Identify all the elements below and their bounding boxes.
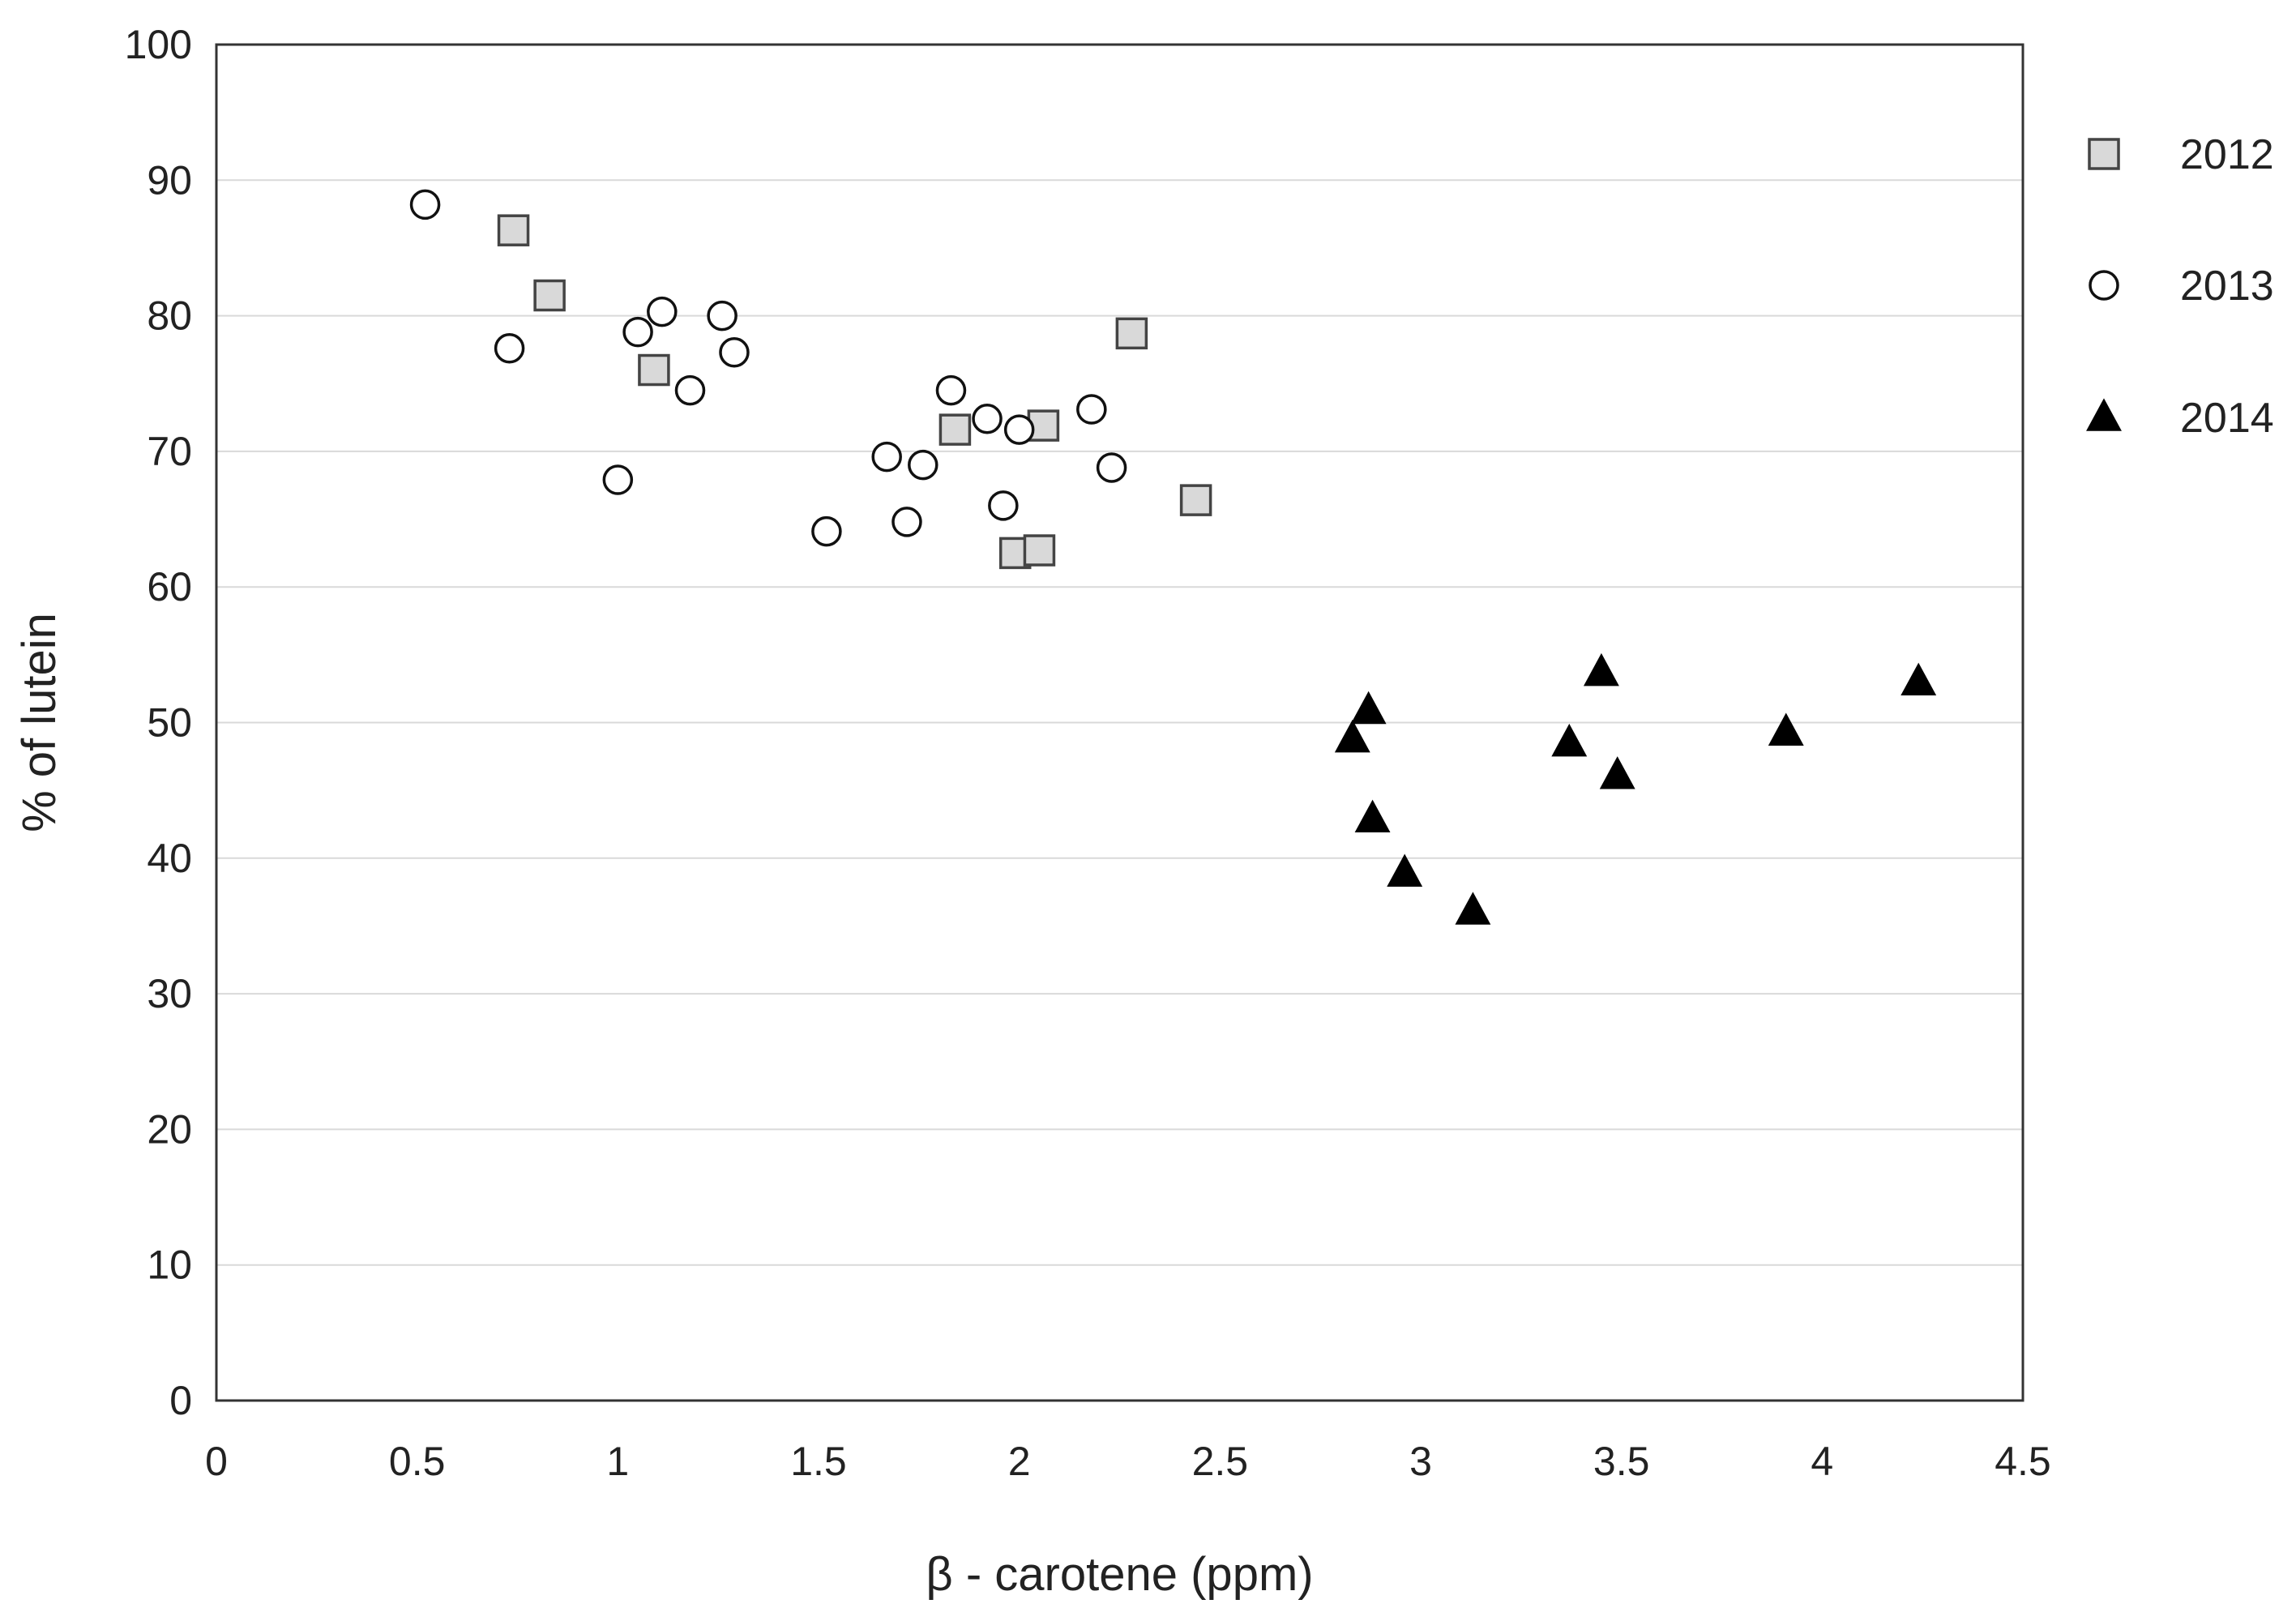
x-tick-label: 0 [205,1439,228,1484]
point-2014 [1350,691,1387,725]
point-2013 [1076,394,1107,425]
legend-marker-2012 [2088,138,2120,170]
x-tick-label: 1 [606,1439,629,1484]
data-points [409,189,1937,925]
point-2013 [1003,414,1035,445]
point-2014 [1599,756,1635,789]
x-tick-label: 1.5 [790,1439,847,1484]
legend-label: 2013 [2180,263,2274,310]
y-axis-label: % of lutein [13,613,66,832]
plot-area [215,43,2024,1402]
y-tick-label: 10 [147,1242,192,1288]
point-2013 [988,490,1019,521]
point-2013 [811,515,842,547]
y-tick-label: 100 [125,22,192,67]
point-2012 [497,214,530,246]
point-2012 [1179,484,1212,516]
point-2013 [409,189,441,220]
point-2013 [891,507,922,537]
point-2012 [1023,534,1056,567]
legend: 2012 2013 2014 [2086,131,2274,442]
point-2012 [638,353,670,387]
point-2013 [935,374,967,406]
y-tick-label: 60 [147,564,192,609]
x-tick-label: 4 [1811,1439,1833,1484]
legend-label: 2012 [2180,131,2274,178]
point-2013 [871,441,902,473]
point-2012 [1115,317,1148,350]
point-2014 [1387,853,1423,887]
point-2013 [707,300,738,331]
x-tick-label: 3 [1409,1439,1432,1484]
point-2013 [647,296,678,327]
point-2014 [1551,723,1588,757]
point-2014 [1334,719,1370,753]
point-2014 [1455,892,1491,925]
point-2013 [1096,452,1127,483]
x-tick-label: 4.5 [1995,1439,2051,1484]
legend-label: 2014 [2180,395,2274,442]
y-tick-label: 20 [147,1106,192,1152]
y-axis-ticks: 0 10 20 30 40 50 60 70 80 90 100 [125,22,192,1423]
x-tick-label: 2 [1008,1439,1031,1484]
legend-marker-2014 [2086,398,2122,431]
y-tick-label: 80 [147,293,192,339]
x-tick-label: 0.5 [389,1439,446,1484]
point-2013 [602,464,634,495]
point-2014 [1354,799,1391,833]
point-2013 [719,337,750,368]
point-2014 [1768,712,1804,746]
y-tick-label: 0 [169,1378,192,1423]
point-2012 [938,413,972,446]
x-axis-ticks: 0 0.5 1 1.5 2 2.5 3 3.5 4 4.5 [205,1439,2051,1484]
point-2014 [1583,652,1619,686]
point-2013 [972,403,1003,434]
y-tick-label: 30 [147,971,192,1016]
point-2013 [908,449,938,481]
point-2014 [1901,662,1937,696]
y-tick-label: 70 [147,429,192,474]
y-tick-label: 90 [147,157,192,203]
point-2013 [494,333,525,364]
x-tick-label: 2.5 [1192,1439,1249,1484]
legend-marker-2013 [2089,270,2119,301]
gridlines [216,44,2023,1401]
x-axis-label: β - carotene (ppm) [926,1548,1313,1601]
point-2013 [674,374,706,406]
x-tick-label: 3.5 [1593,1439,1650,1484]
y-tick-label: 40 [147,836,192,881]
y-tick-label: 50 [147,700,192,746]
point-2012 [533,279,566,312]
point-2013 [622,316,653,348]
